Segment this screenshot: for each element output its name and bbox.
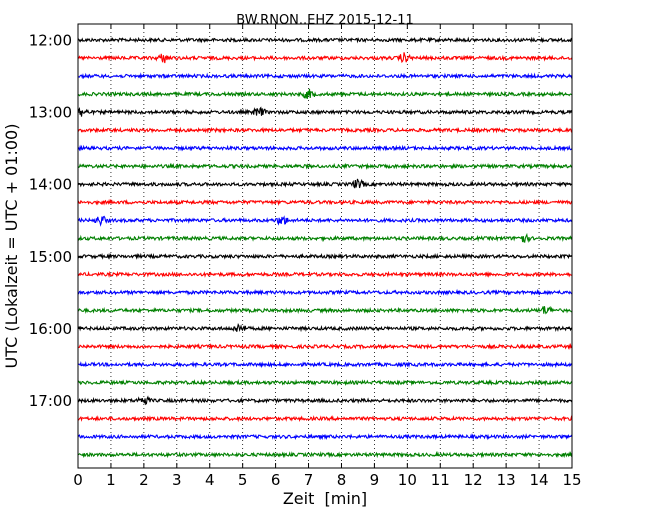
seismic-trace — [77, 270, 573, 278]
seismic-trace — [77, 126, 573, 134]
trace-group — [77, 36, 573, 459]
x-tick-label: 11 — [431, 471, 450, 489]
x-tick-label: 8 — [337, 471, 347, 489]
x-tick-label: 15 — [562, 471, 581, 489]
seismic-trace — [77, 52, 573, 64]
seismic-trace — [77, 252, 573, 260]
x-tick-label: 4 — [205, 471, 215, 489]
seismic-trace — [77, 215, 573, 227]
seismic-trace — [77, 144, 573, 152]
plot-frame — [77, 23, 573, 469]
x-tick-label: 9 — [370, 471, 380, 489]
seismic-trace — [77, 232, 573, 243]
seismic-trace — [77, 451, 573, 459]
seismic-trace — [77, 433, 573, 441]
x-tick-label: 2 — [139, 471, 149, 489]
x-tick-label: 5 — [238, 471, 248, 489]
x-tick-label: 14 — [530, 471, 549, 489]
seismic-trace — [77, 395, 573, 406]
seismic-trace — [77, 288, 573, 296]
x-tick-label: 6 — [271, 471, 281, 489]
y-tick-label: 16:00 — [29, 320, 72, 338]
x-tick-label: 13 — [497, 471, 516, 489]
y-axis: 12:00 13:00 14:00 15:00 16:00 17:00 — [29, 32, 572, 410]
seismic-trace — [78, 306, 573, 315]
y-tick-label: 17:00 — [29, 392, 72, 410]
x-axis: 0 1 2 3 4 5 6 7 8 9 10 11 12 13 14 15 — [73, 24, 582, 489]
x-tick-label: 7 — [304, 471, 314, 489]
x-tick-label: 12 — [464, 471, 483, 489]
seismic-trace — [77, 88, 573, 99]
y-tick-label: 15:00 — [29, 248, 72, 266]
y-tick-label: 14:00 — [29, 176, 72, 194]
seismic-trace — [77, 360, 573, 369]
x-tick-label: 3 — [172, 471, 182, 489]
x-tick-label: 1 — [106, 471, 116, 489]
y-axis-label: UTC (Lokalzeit = UTC + 01:00) — [2, 124, 21, 369]
seismic-trace — [77, 162, 573, 170]
seismic-trace — [77, 36, 573, 44]
y-tick-label: 13:00 — [29, 104, 72, 122]
x-axis-label: Zeit [min] — [283, 489, 367, 508]
x-tick-label: 10 — [398, 471, 417, 489]
y-tick-label: 12:00 — [29, 32, 72, 50]
seismic-trace — [77, 72, 573, 80]
seismic-trace — [77, 415, 573, 423]
seismic-trace — [77, 378, 573, 387]
seismic-trace — [77, 198, 573, 206]
chart-title: BW.RNON..EHZ 2015-12-11 — [236, 13, 414, 28]
seismic-trace — [77, 342, 573, 351]
x-tick-label: 0 — [73, 471, 83, 489]
seismic-trace — [77, 106, 573, 117]
seismic-trace — [77, 323, 573, 333]
seismic-trace — [77, 178, 573, 189]
